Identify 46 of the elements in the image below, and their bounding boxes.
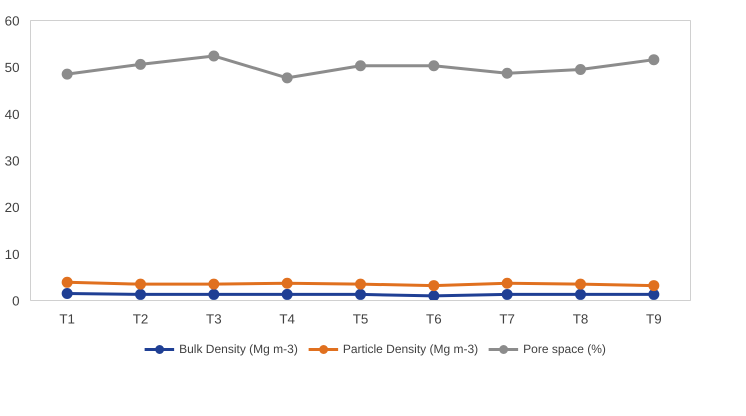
point <box>502 278 513 289</box>
x-tick-label: T9 <box>646 312 662 326</box>
y-tick-label: 20 <box>4 200 20 216</box>
legend-label: Particle Density (Mg m-3) <box>342 342 478 356</box>
legend-label: Bulk Density (Mg m-3) <box>179 342 298 356</box>
point <box>208 50 220 62</box>
point <box>648 280 660 292</box>
y-tick-label: 40 <box>4 106 20 122</box>
y-tick-label: 30 <box>4 154 20 168</box>
y-tick-label: 0 <box>12 294 20 308</box>
point <box>282 278 293 289</box>
y-tick-label: 10 <box>4 246 20 262</box>
point <box>502 68 513 79</box>
point <box>135 278 146 290</box>
point <box>428 280 440 292</box>
x-tick-label: T1 <box>59 312 75 326</box>
point <box>428 290 440 300</box>
x-tick-label: T5 <box>352 312 368 326</box>
y-tick-label: 50 <box>4 60 20 76</box>
point <box>282 72 293 84</box>
x-tick-label: T3 <box>206 312 222 326</box>
point <box>355 288 366 300</box>
point <box>428 60 440 72</box>
point <box>208 288 220 300</box>
point <box>135 288 146 300</box>
point <box>62 276 73 288</box>
point <box>648 54 660 66</box>
point <box>648 288 660 300</box>
point <box>208 278 220 290</box>
x-tick-label: T4 <box>279 312 296 326</box>
point <box>575 288 586 300</box>
x-tick-label: T6 <box>426 312 442 326</box>
x-tick-label: T7 <box>499 312 515 326</box>
point <box>502 288 513 300</box>
point <box>135 58 146 70</box>
point <box>575 64 586 75</box>
point <box>62 68 73 80</box>
legend-label: Pore space (%) <box>523 342 606 356</box>
point <box>355 278 366 290</box>
point <box>575 278 586 290</box>
point <box>282 288 293 300</box>
point <box>355 60 366 72</box>
x-tick-label: T2 <box>132 312 148 326</box>
point <box>62 288 73 299</box>
y-tick-label: 60 <box>4 14 20 28</box>
x-tick-label: T8 <box>572 312 588 326</box>
